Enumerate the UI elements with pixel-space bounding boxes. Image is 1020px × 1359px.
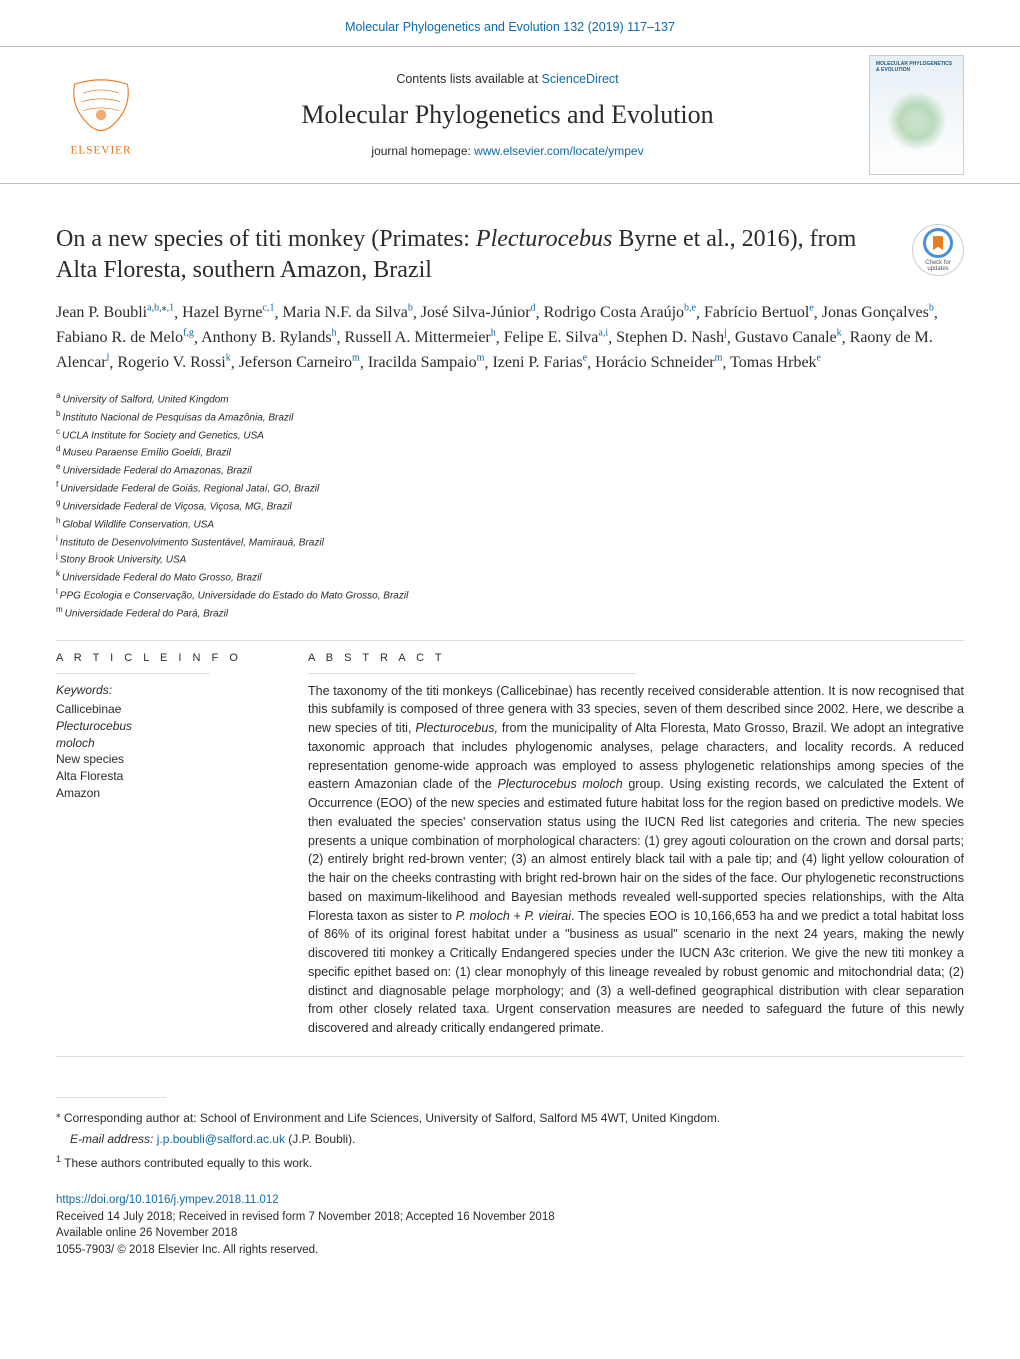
check-updates-text: Check forupdates	[925, 260, 951, 272]
journal-header: ELSEVIER Contents lists available at Sci…	[0, 46, 1020, 184]
svg-text:ELSEVIER: ELSEVIER	[70, 145, 131, 157]
affiliation: gUniversidade Federal de Viçosa, Viçosa,…	[56, 497, 964, 515]
sciencedirect-link[interactable]: ScienceDirect	[542, 72, 619, 86]
author: Felipe E. Silvaa,i	[504, 329, 608, 346]
abstract-text: The taxonomy of the titi monkeys (Callic…	[308, 682, 964, 1038]
doi-link[interactable]: https://doi.org/10.1016/j.ympev.2018.11.…	[56, 1194, 279, 1206]
divider	[56, 673, 210, 674]
author: Maria N.F. da Silvab	[282, 304, 412, 321]
affiliation: lPPG Ecologia e Conservação, Universidad…	[56, 586, 964, 604]
affiliation: iInstituto de Desenvolvimento Sustentáve…	[56, 533, 964, 551]
footnotes: ⁎ Corresponding author at: School of Env…	[0, 1108, 1020, 1172]
footnote-rule	[56, 1097, 166, 1098]
email-label: E-mail address:	[70, 1132, 157, 1146]
contents-prefix: Contents lists available at	[396, 72, 541, 86]
author: Jonas Gonçalvesb	[822, 304, 934, 321]
available-online: Available online 26 November 2018	[56, 1227, 237, 1239]
affiliation: kUniversidade Federal do Mato Grosso, Br…	[56, 568, 964, 586]
author: Fabrício Bertuole	[704, 304, 814, 321]
author: Tomas Hrbeke	[730, 354, 821, 371]
title-part1: On a new species of titi monkey (Primate…	[56, 226, 476, 252]
author: Fabiano R. de Melof,g	[56, 329, 194, 346]
keyword: Amazon	[56, 785, 276, 802]
journal-homepage: journal homepage: www.elsevier.com/locat…	[166, 143, 849, 160]
affiliation-list: aUniversity of Salford, United KingdombI…	[0, 388, 1020, 630]
affiliation: dMuseu Paraense Emílio Goeldi, Brazil	[56, 443, 964, 461]
email-person: (J.P. Boubli).	[285, 1132, 355, 1146]
author: Hazel Byrnec,1	[182, 304, 274, 321]
author: Izeni P. Fariase	[492, 354, 587, 371]
affiliation: hGlobal Wildlife Conservation, USA	[56, 515, 964, 533]
cover-thumb-graphic	[876, 73, 957, 168]
check-updates-icon	[923, 228, 953, 258]
journal-cover-thumbnail: MOLECULAR PHYLOGENETICS & EVOLUTION	[869, 55, 964, 175]
corr-text: Corresponding author at: School of Envir…	[61, 1111, 721, 1125]
received-dates: Received 14 July 2018; Received in revis…	[56, 1211, 555, 1223]
divider	[308, 673, 636, 674]
abstract-column: A B S T R A C T The taxonomy of the titi…	[308, 651, 964, 1038]
keyword: Alta Floresta	[56, 768, 276, 785]
keyword: New species	[56, 751, 276, 768]
cover-thumb-title: MOLECULAR PHYLOGENETICS & EVOLUTION	[876, 62, 957, 73]
keywords-label: Keywords:	[56, 682, 276, 699]
running-head-link[interactable]: Molecular Phylogenetics and Evolution 13…	[345, 20, 675, 34]
abstract-heading: A B S T R A C T	[308, 651, 964, 667]
affiliation: bInstituto Nacional de Pesquisas da Amaz…	[56, 408, 964, 426]
corresponding-email-link[interactable]: j.p.boubli@salford.ac.uk	[157, 1132, 285, 1146]
affiliation: cUCLA Institute for Society and Genetics…	[56, 426, 964, 444]
contents-available: Contents lists available at ScienceDirec…	[166, 70, 849, 88]
affiliation: aUniversity of Salford, United Kingdom	[56, 390, 964, 408]
author: Stephen D. Nashj	[616, 329, 727, 346]
author: Jean P. Boublia,b,⁎,1	[56, 304, 174, 321]
author: Anthony B. Rylandsh	[201, 329, 336, 346]
keyword: Callicebinae	[56, 701, 276, 718]
author: José Silva-Júniord	[421, 304, 536, 321]
keyword: Plecturocebus	[56, 718, 276, 735]
copyright-line: 1055-7903/ © 2018 Elsevier Inc. All righ…	[56, 1244, 318, 1256]
title-genus: Plecturocebus	[476, 226, 612, 252]
equal-contribution-note: 1 These authors contributed equally to t…	[56, 1153, 964, 1172]
author: Horácio Schneiderm	[595, 354, 722, 371]
check-updates-badge[interactable]: Check forupdates	[912, 224, 964, 276]
article-info-heading: A R T I C L E I N F O	[56, 651, 276, 667]
author: Russell A. Mittermeierh	[345, 329, 496, 346]
keywords-list: CallicebinaePlecturocebusmolochNew speci…	[56, 701, 276, 802]
journal-homepage-link[interactable]: www.elsevier.com/locate/ympev	[474, 144, 643, 158]
affiliation: mUniversidade Federal do Pará, Brazil	[56, 604, 964, 622]
header-center: Contents lists available at ScienceDirec…	[166, 70, 849, 161]
email-note: E-mail address: j.p.boubli@salford.ac.uk…	[56, 1131, 964, 1148]
author: Rogerio V. Rossik	[117, 354, 230, 371]
author: Jeferson Carneirom	[239, 354, 360, 371]
divider	[56, 640, 964, 641]
homepage-prefix: journal homepage:	[371, 144, 474, 158]
author: Rodrigo Costa Araújob,e	[544, 304, 696, 321]
author: Gustavo Canalek	[735, 329, 842, 346]
running-head: Molecular Phylogenetics and Evolution 13…	[0, 0, 1020, 46]
journal-title: Molecular Phylogenetics and Evolution	[166, 96, 849, 134]
equal-text: These authors contributed equally to thi…	[61, 1156, 312, 1170]
affiliation: eUniversidade Federal do Amazonas, Brazi…	[56, 461, 964, 479]
doi-block: https://doi.org/10.1016/j.ympev.2018.11.…	[0, 1176, 1020, 1287]
affiliation: jStony Brook University, USA	[56, 550, 964, 568]
divider	[56, 1056, 964, 1057]
article-info-column: A R T I C L E I N F O Keywords: Calliceb…	[56, 651, 276, 1038]
author: Iracilda Sampaiom	[368, 354, 485, 371]
article-title: On a new species of titi monkey (Primate…	[56, 224, 892, 286]
affiliation: fUniversidade Federal de Goiás, Regional…	[56, 479, 964, 497]
elsevier-logo: ELSEVIER	[56, 71, 146, 159]
keyword: moloch	[56, 735, 276, 752]
corresponding-author-note: ⁎ Corresponding author at: School of Env…	[56, 1108, 964, 1127]
author-list: Jean P. Boublia,b,⁎,1, Hazel Byrnec,1, M…	[0, 295, 1020, 388]
